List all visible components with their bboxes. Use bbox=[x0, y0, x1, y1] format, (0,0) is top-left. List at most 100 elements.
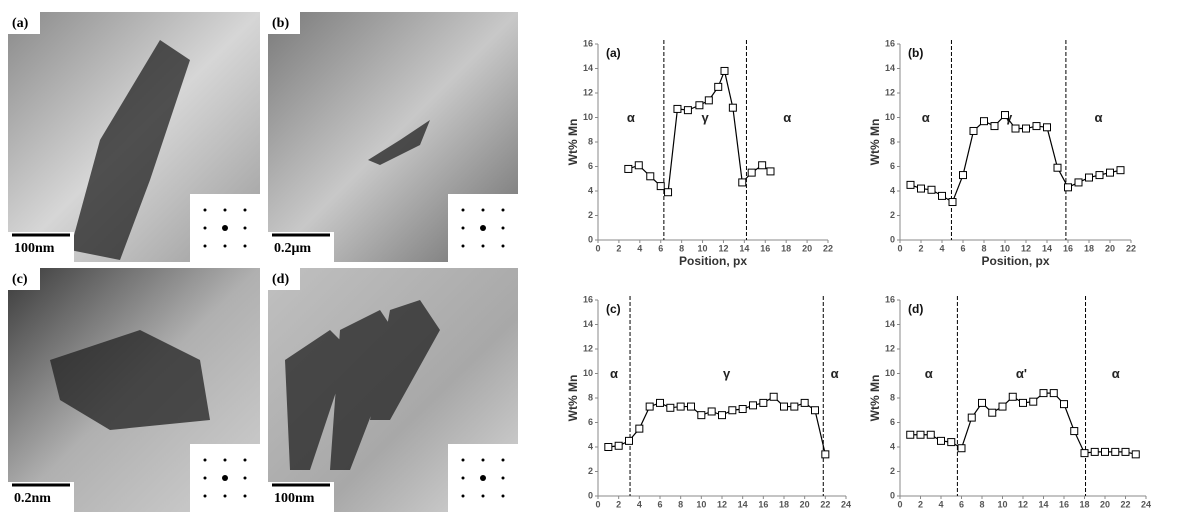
x-tick-label: 0 bbox=[595, 499, 600, 509]
data-point bbox=[1131, 450, 1140, 459]
data-point bbox=[906, 430, 915, 439]
phase-label: γ bbox=[723, 366, 731, 381]
data-point bbox=[664, 188, 673, 197]
data-point bbox=[728, 103, 737, 112]
data-point bbox=[625, 436, 633, 445]
diffraction-spot bbox=[222, 225, 228, 231]
phase-label: α bbox=[925, 366, 933, 381]
data-point bbox=[1008, 392, 1017, 401]
scale-bar-label: 0.2μm bbox=[274, 241, 311, 256]
x-tick-label: 20 bbox=[1105, 243, 1115, 253]
y-tick-label: 10 bbox=[583, 368, 593, 378]
diffraction-spot bbox=[243, 226, 247, 230]
y-axis-label: Wt% Mn bbox=[868, 119, 882, 166]
data-point bbox=[1049, 389, 1058, 398]
diffraction-spot bbox=[501, 458, 505, 462]
panel-label: (d) bbox=[272, 272, 289, 287]
x-tick-label: 16 bbox=[1063, 243, 1073, 253]
diffraction-spot bbox=[461, 244, 465, 248]
x-tick-label: 18 bbox=[779, 499, 789, 509]
x-tick-label: 10 bbox=[997, 499, 1007, 509]
y-tick-label: 14 bbox=[885, 319, 895, 329]
data-point bbox=[759, 398, 768, 407]
data-point bbox=[1022, 124, 1030, 133]
x-tick-label: 0 bbox=[897, 243, 902, 253]
data-point bbox=[635, 424, 644, 433]
data-point bbox=[634, 161, 643, 170]
x-axis-label: Position, px bbox=[679, 254, 747, 268]
diffraction-spot bbox=[461, 208, 465, 212]
data-point bbox=[645, 402, 654, 411]
panel-label: (a) bbox=[12, 16, 29, 31]
data-point bbox=[938, 191, 946, 200]
phase-label: α bbox=[610, 366, 618, 381]
x-tick-label: 16 bbox=[760, 243, 770, 253]
data-point bbox=[1074, 178, 1083, 187]
x-tick-label: 18 bbox=[1079, 499, 1089, 509]
diffraction-spot bbox=[243, 476, 247, 480]
data-point bbox=[695, 101, 704, 110]
x-tick-label: 16 bbox=[758, 499, 768, 509]
x-tick-label: 18 bbox=[1084, 243, 1094, 253]
x-tick-label: 8 bbox=[981, 243, 986, 253]
data-point bbox=[1070, 427, 1079, 436]
y-tick-label: 12 bbox=[583, 343, 593, 353]
data-point bbox=[1106, 168, 1114, 177]
x-tick-label: 2 bbox=[616, 243, 621, 253]
scale-bar-label: 100nm bbox=[274, 491, 315, 506]
chart: 0246810121416024681012141618202224Positi… bbox=[566, 294, 851, 512]
data-point bbox=[646, 172, 655, 181]
y-tick-label: 8 bbox=[588, 136, 593, 146]
panel-label: (d) bbox=[908, 302, 923, 316]
diffraction-spot bbox=[461, 494, 465, 498]
y-tick-label: 4 bbox=[588, 441, 593, 451]
data-point bbox=[687, 402, 695, 411]
diffraction-spot bbox=[501, 494, 505, 498]
x-tick-label: 6 bbox=[959, 499, 964, 509]
data-point bbox=[811, 406, 819, 415]
data-point bbox=[1043, 123, 1051, 132]
data-point bbox=[947, 438, 956, 447]
data-point bbox=[937, 436, 945, 445]
data-point bbox=[957, 444, 966, 453]
x-axis-label: Position, px bbox=[688, 510, 756, 512]
data-point bbox=[800, 398, 809, 407]
phase-label: α bbox=[1112, 366, 1120, 381]
x-tick-label: 10 bbox=[698, 243, 708, 253]
micrograph: (d) 100nm bbox=[268, 268, 518, 512]
y-tick-label: 16 bbox=[583, 294, 593, 304]
data-point bbox=[766, 167, 775, 176]
data-point bbox=[747, 168, 756, 177]
phase-label: α bbox=[922, 110, 930, 125]
scale-bar-bg bbox=[8, 482, 74, 512]
y-tick-label: 8 bbox=[890, 392, 895, 402]
diffraction-spot bbox=[203, 458, 207, 462]
x-axis-label: Position, px bbox=[989, 510, 1057, 512]
y-tick-label: 2 bbox=[588, 210, 593, 220]
data-point bbox=[683, 106, 692, 115]
diffraction-spot bbox=[203, 476, 207, 480]
phase-label: γ bbox=[1005, 110, 1013, 125]
x-tick-label: 8 bbox=[979, 499, 984, 509]
data-point bbox=[959, 171, 967, 180]
chart: 0 2 4 6 8 10 12 14 16 0 2 4 6 8 10 12 14 16 18 20 22 Position… bbox=[566, 38, 833, 268]
panel-label-bg bbox=[8, 268, 40, 290]
y-tick-label: 6 bbox=[890, 417, 895, 427]
data-point bbox=[656, 182, 665, 191]
data-point bbox=[990, 122, 999, 131]
micrograph-feature bbox=[368, 120, 430, 165]
y-tick-label: 14 bbox=[583, 319, 593, 329]
x-tick-label: 22 bbox=[820, 499, 830, 509]
y-tick-label: 0 bbox=[588, 490, 593, 500]
data-point bbox=[656, 398, 664, 407]
y-axis-label: Wt% Mn bbox=[868, 375, 882, 422]
diffraction-spot bbox=[203, 244, 207, 248]
x-tick-label: 20 bbox=[802, 243, 812, 253]
data-point bbox=[1085, 173, 1093, 182]
diffraction-spot bbox=[222, 475, 228, 481]
panel-label-bg bbox=[268, 268, 300, 290]
data-point bbox=[988, 408, 997, 417]
diffraction-spot bbox=[501, 208, 505, 212]
data-point bbox=[969, 126, 978, 135]
y-tick-label: 0 bbox=[890, 234, 895, 244]
